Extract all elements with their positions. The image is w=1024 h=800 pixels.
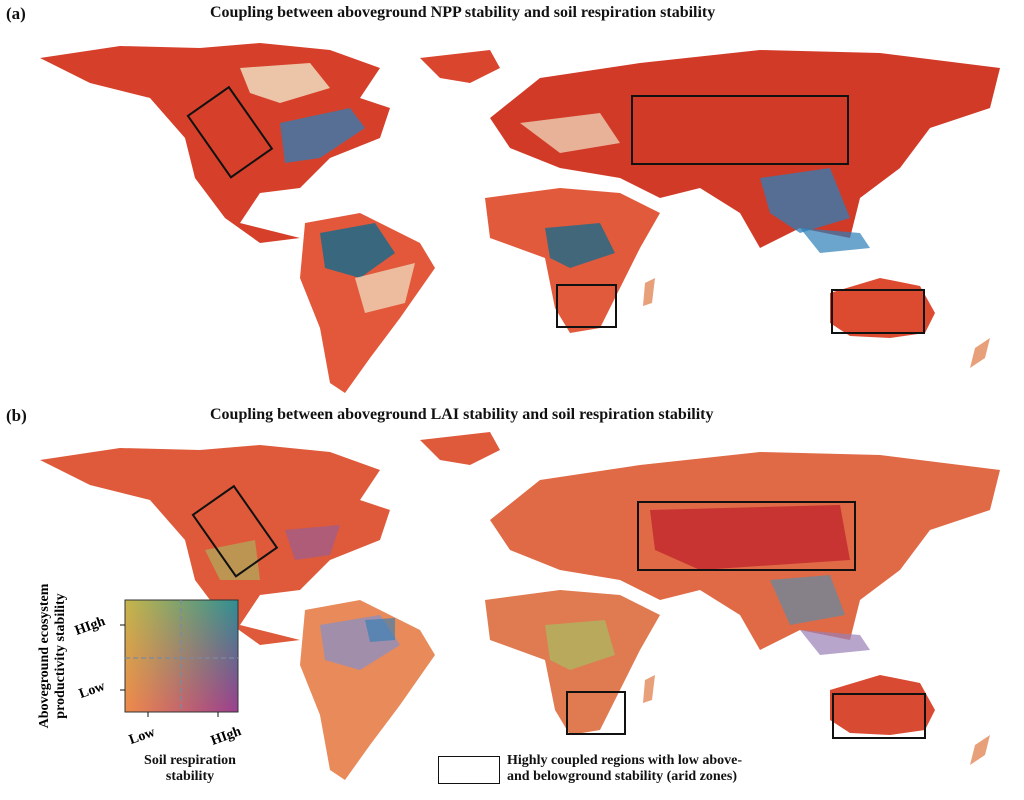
- y-axis-title-line1: Aboveground ecosystem: [37, 583, 52, 728]
- box-legend-text: Highly coupled regions with low above- a…: [507, 753, 742, 785]
- africa-teal-a: [545, 223, 615, 268]
- y-axis-title-line2: productivity stability: [53, 593, 68, 718]
- box-legend-swatch: [438, 756, 500, 784]
- sa-cream-a: [355, 263, 415, 313]
- box-legend-line1: Highly coupled regions with low above-: [507, 753, 743, 768]
- box-australia-b: [832, 693, 926, 739]
- australia-a: [830, 278, 935, 338]
- bivariate-legend: HIgh Low Low HIgh Aboveground ecosystem …: [37, 583, 244, 749]
- africa-green-b: [545, 620, 615, 670]
- map-panel-b: [40, 432, 1000, 780]
- panel-b-label: (b): [6, 406, 27, 425]
- y-label-low: Low: [77, 679, 108, 702]
- new-zealand-a: [970, 338, 990, 368]
- na-cream-a: [240, 63, 330, 103]
- na-purple-b: [285, 525, 340, 560]
- greenland-b: [420, 432, 500, 465]
- box-north-america-a: [186, 85, 274, 179]
- panel-b-title: Coupling between aboveground LAI stabili…: [210, 406, 714, 423]
- sa-teal-a: [320, 223, 395, 278]
- box-north-america-b: [191, 484, 279, 578]
- eurasia-a: [490, 50, 1000, 248]
- box-central-asia-b: [637, 501, 856, 571]
- x-axis-title: Soil respiration stability: [120, 753, 260, 785]
- australia-b: [830, 675, 935, 735]
- panel-a-title: Coupling between aboveground NPP stabili…: [210, 4, 716, 21]
- y-label-high: HIgh: [73, 614, 108, 639]
- eurasia-red-core-b: [650, 505, 850, 570]
- new-zealand-b: [970, 735, 990, 765]
- eurasia-cream-a: [520, 113, 620, 153]
- se-asia-islands-b: [800, 630, 870, 655]
- box-southern-africa-b: [566, 691, 626, 735]
- x-label-low: Low: [127, 725, 158, 748]
- panel-a-label: (a): [6, 4, 26, 23]
- x-axis-title-line2: stability: [165, 769, 215, 784]
- se-asia-islands-a: [800, 228, 870, 253]
- madagascar-b: [643, 675, 655, 703]
- na-teal-east-a: [280, 108, 365, 163]
- sa-teal-b: [365, 618, 395, 642]
- x-label-high: HIgh: [209, 724, 244, 749]
- eurasia-teal-a: [760, 168, 850, 233]
- madagascar-a: [643, 278, 655, 306]
- eurasia-teal-b: [770, 575, 845, 625]
- x-axis-title-line1: Soil respiration: [144, 753, 236, 768]
- box-legend-line2: and belowground stability (arid zones): [507, 769, 737, 784]
- box-central-asia-a: [631, 95, 849, 165]
- greenland-a: [420, 50, 500, 83]
- box-southern-africa-a: [556, 284, 617, 328]
- box-australia-a: [831, 289, 925, 334]
- map-panel-a: [40, 43, 1000, 393]
